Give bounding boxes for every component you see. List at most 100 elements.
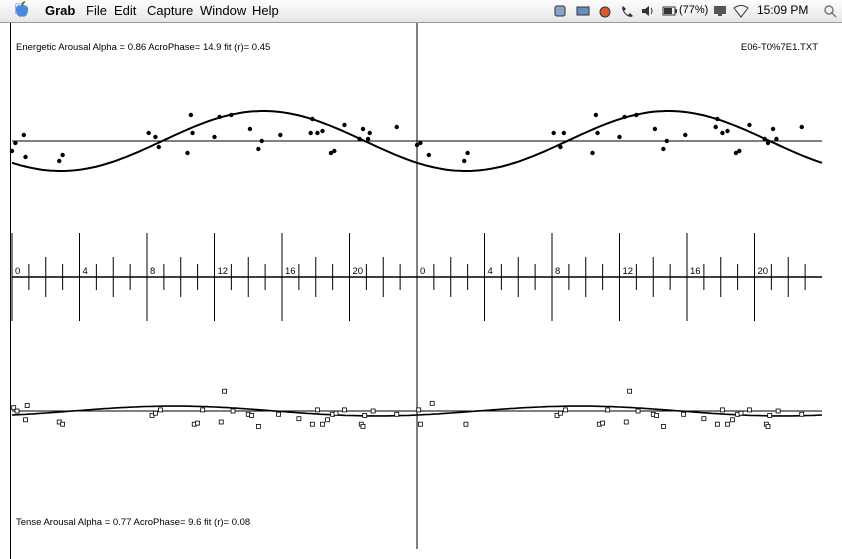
ea-data-point — [9, 148, 15, 154]
battery-icon[interactable] — [662, 3, 678, 19]
ea-data-point — [217, 114, 222, 120]
hour-tick-label: 4 — [83, 266, 88, 277]
ea-data-point — [595, 130, 600, 136]
display-mirror-icon[interactable] — [712, 3, 728, 19]
ea-data-point — [593, 112, 599, 118]
hour-tick-label: 0 — [15, 266, 20, 277]
ta-data-point — [605, 407, 611, 413]
ta-data-point — [360, 423, 366, 429]
window-left-edge — [10, 23, 11, 559]
ta-data-point — [309, 421, 315, 427]
ta-data-point — [362, 412, 368, 418]
ta-data-point — [325, 417, 330, 423]
script-icon[interactable] — [552, 3, 568, 19]
phone-icon[interactable] — [619, 3, 635, 19]
ta-data-point — [725, 421, 730, 427]
hour-tick-label: 20 — [758, 266, 769, 277]
ea-data-point — [465, 150, 470, 156]
ta-data-point — [429, 400, 435, 406]
ea-data-point — [551, 130, 556, 136]
ea-data-point — [765, 140, 771, 146]
ea-data-point — [713, 124, 718, 130]
ta-data-point — [11, 405, 17, 411]
ea-data-point — [315, 130, 320, 136]
ta-data-point — [153, 410, 158, 416]
hour-tick-label: 12 — [218, 266, 229, 277]
ea-data-point — [357, 136, 362, 142]
ta-data-point — [600, 420, 606, 426]
apple-menu-icon-fallback[interactable] — [14, 1, 30, 22]
ea-data-point — [360, 126, 366, 132]
ea-data-point — [558, 144, 563, 150]
spotlight-icon[interactable] — [822, 3, 838, 19]
hour-tick-label: 16 — [285, 266, 296, 277]
ea-data-point — [278, 132, 283, 138]
window-menu[interactable]: Window — [200, 3, 247, 18]
ta-data-point — [563, 407, 568, 413]
ea-data-point — [328, 150, 334, 156]
ea-data-point — [229, 112, 234, 118]
ta-data-point — [660, 423, 666, 429]
ea-data-point — [185, 150, 190, 156]
ea-data-point — [590, 150, 595, 156]
ta-data-point — [255, 423, 261, 429]
ta-data-point — [767, 412, 773, 418]
ea-data-point — [310, 116, 315, 122]
wifi-icon[interactable] — [733, 3, 749, 19]
ea-data-point — [747, 122, 752, 128]
ea-data-point — [13, 140, 18, 146]
ea-data-point — [342, 122, 347, 128]
hour-tick-label: 20 — [353, 266, 364, 277]
hour-tick-label: 4 — [488, 266, 493, 277]
ta-fit-curve — [11, 405, 823, 417]
ea-data-point — [733, 150, 739, 156]
help-menu[interactable]: Help — [252, 3, 279, 18]
ea-data-point — [320, 128, 325, 134]
file-menu[interactable]: File — [86, 3, 107, 18]
ta-data-point — [249, 412, 255, 418]
ea-data-point — [462, 158, 467, 164]
ta-data-point — [627, 388, 633, 394]
menu-bar:  Grab File Edit Capture Window Help (77… — [0, 0, 842, 23]
ea-data-point — [799, 124, 804, 130]
ea-data-point — [153, 134, 158, 140]
ta-data-point — [681, 411, 687, 417]
ta-data-point — [558, 410, 563, 416]
circadian-plot: Energetic Arousal Alpha = 0.86 AcroPhase… — [9, 23, 823, 549]
ta-data-point — [222, 388, 228, 394]
ea-data-point — [725, 128, 730, 134]
app-menu[interactable]: Grab — [45, 3, 76, 18]
ta-data-point — [747, 407, 752, 413]
file-name-label: E06-T0%7E1.TXT — [741, 42, 818, 53]
display-icon[interactable] — [575, 3, 591, 19]
ea-data-point — [418, 140, 423, 146]
ea-data-point — [156, 144, 162, 150]
energetic-arousal-series — [9, 110, 823, 172]
battery-percent: (77%) — [679, 4, 709, 16]
ea-data-point — [212, 134, 217, 140]
ea-data-point — [247, 126, 253, 132]
ta-data-point — [14, 408, 20, 414]
ta-data-point — [158, 407, 163, 413]
ta-data-point — [799, 411, 805, 417]
ea-data-point — [367, 130, 372, 136]
capture-menu[interactable]: Capture — [147, 3, 194, 18]
ta-data-point — [720, 407, 725, 413]
ea-data-point — [652, 126, 658, 132]
hour-tick-label: 12 — [623, 266, 634, 277]
volume-icon[interactable] — [640, 3, 656, 19]
ea-data-point — [190, 130, 195, 136]
edit-menu[interactable]: Edit — [114, 3, 137, 18]
ea-data-point — [394, 124, 399, 130]
menu-clock[interactable]: 15:09 PM — [757, 3, 809, 17]
ta-data-point — [24, 403, 30, 408]
ea-data-point — [683, 132, 688, 138]
ea-data-point — [365, 136, 371, 142]
ta-data-point — [296, 416, 302, 422]
hour-tick-label: 8 — [150, 266, 155, 277]
ta-data-point — [635, 408, 641, 414]
ea-fit-curve — [11, 110, 823, 172]
ta-data-point — [416, 407, 422, 413]
timer-icon[interactable] — [597, 3, 613, 19]
ta-data-point — [417, 421, 423, 427]
